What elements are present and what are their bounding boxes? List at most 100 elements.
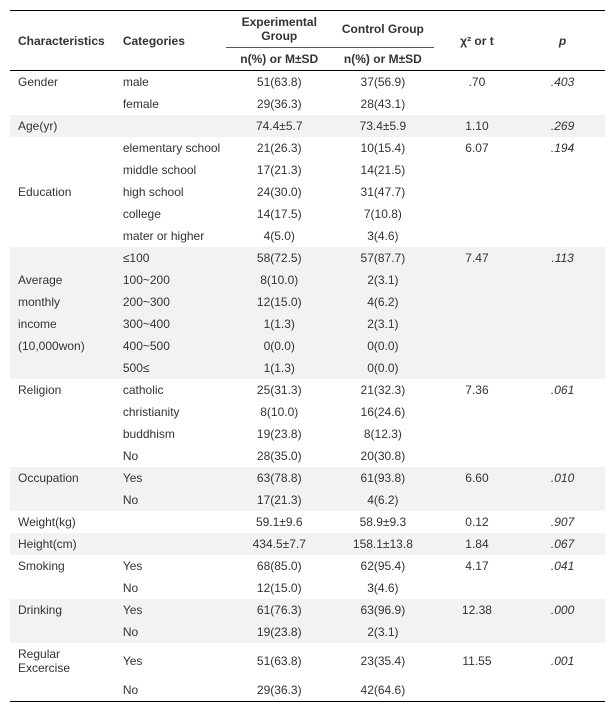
cell-characteristic: Average xyxy=(10,269,117,291)
cell-chi xyxy=(434,269,520,291)
cell-characteristic xyxy=(10,621,117,643)
header-exp-sub: n(%) or M±SD xyxy=(226,48,332,71)
cell-category: 500≤ xyxy=(117,357,227,379)
cell-experimental: 24(30.0) xyxy=(226,181,332,203)
cell-experimental: 51(63.8) xyxy=(226,643,332,679)
cell-category: male xyxy=(117,71,227,94)
cell-experimental: 28(35.0) xyxy=(226,445,332,467)
cell-chi: 7.47 xyxy=(434,247,520,269)
cell-characteristic: Drinking xyxy=(10,599,117,621)
cell-control: 14(21.5) xyxy=(332,159,434,181)
cell-p: .067 xyxy=(520,533,605,555)
cell-characteristic: Religion xyxy=(10,379,117,401)
characteristics-table: Characteristics Categories Experimental … xyxy=(10,10,605,702)
header-p: p xyxy=(520,11,605,71)
cell-chi: 1.10 xyxy=(434,115,520,137)
cell-chi: 7.36 xyxy=(434,379,520,401)
cell-experimental: 8(10.0) xyxy=(226,401,332,423)
cell-control: 10(15.4) xyxy=(332,137,434,159)
cell-chi xyxy=(434,577,520,599)
cell-characteristic: Age(yr) xyxy=(10,115,117,137)
cell-experimental: 19(23.8) xyxy=(226,423,332,445)
cell-control: 0(0.0) xyxy=(332,335,434,357)
cell-p xyxy=(520,423,605,445)
cell-category: 400~500 xyxy=(117,335,227,357)
cell-p xyxy=(520,335,605,357)
cell-characteristic: Gender xyxy=(10,71,117,94)
cell-control: 8(12.3) xyxy=(332,423,434,445)
cell-p: .113 xyxy=(520,247,605,269)
cell-p xyxy=(520,445,605,467)
cell-chi: 6.07 xyxy=(434,137,520,159)
cell-chi xyxy=(434,225,520,247)
cell-experimental: 21(26.3) xyxy=(226,137,332,159)
cell-control: 16(24.6) xyxy=(332,401,434,423)
cell-chi xyxy=(434,679,520,702)
cell-p xyxy=(520,203,605,225)
table-row: Gendermale51(63.8)37(56.9).70.403 xyxy=(10,71,605,94)
cell-category xyxy=(117,511,227,533)
header-categories: Categories xyxy=(117,11,227,71)
table-row: income300~4001(1.3)2(3.1) xyxy=(10,313,605,335)
cell-characteristic: (10,000won) xyxy=(10,335,117,357)
cell-chi xyxy=(434,357,520,379)
cell-experimental: 17(21.3) xyxy=(226,489,332,511)
header-ctrl-group: Control Group xyxy=(332,11,434,48)
cell-control: 37(56.9) xyxy=(332,71,434,94)
cell-category xyxy=(117,533,227,555)
cell-chi xyxy=(434,489,520,511)
cell-category: middle school xyxy=(117,159,227,181)
cell-control: 4(6.2) xyxy=(332,489,434,511)
cell-characteristic xyxy=(10,445,117,467)
cell-chi xyxy=(434,159,520,181)
cell-chi: 4.17 xyxy=(434,555,520,577)
cell-p xyxy=(520,313,605,335)
table-row: Average100~2008(10.0)2(3.1) xyxy=(10,269,605,291)
cell-characteristic: Regular Excercise xyxy=(10,643,117,679)
table-row: middle school17(21.3)14(21.5) xyxy=(10,159,605,181)
cell-control: 3(4.6) xyxy=(332,225,434,247)
cell-characteristic: income xyxy=(10,313,117,335)
cell-experimental: 63(78.8) xyxy=(226,467,332,489)
table-row: christianity8(10.0)16(24.6) xyxy=(10,401,605,423)
cell-category: 100~200 xyxy=(117,269,227,291)
cell-experimental: 1(1.3) xyxy=(226,357,332,379)
cell-experimental: 51(63.8) xyxy=(226,71,332,94)
cell-category: No xyxy=(117,489,227,511)
cell-control: 7(10.8) xyxy=(332,203,434,225)
table-row: (10,000won)400~5000(0.0)0(0.0) xyxy=(10,335,605,357)
table-row: No28(35.0)20(30.8) xyxy=(10,445,605,467)
cell-experimental: 4(5.0) xyxy=(226,225,332,247)
cell-experimental: 58(72.5) xyxy=(226,247,332,269)
cell-p xyxy=(520,225,605,247)
cell-chi: 6.60 xyxy=(434,467,520,489)
cell-control: 2(3.1) xyxy=(332,269,434,291)
cell-control: 58.9±9.3 xyxy=(332,511,434,533)
cell-characteristic xyxy=(10,247,117,269)
table-row: Weight(kg)59.1±9.658.9±9.30.12.907 xyxy=(10,511,605,533)
table-row: OccupationYes63(78.8)61(93.8)6.60.010 xyxy=(10,467,605,489)
cell-characteristic xyxy=(10,489,117,511)
cell-chi: .70 xyxy=(434,71,520,94)
cell-p xyxy=(520,679,605,702)
cell-p: .001 xyxy=(520,643,605,679)
cell-characteristic xyxy=(10,225,117,247)
cell-control: 28(43.1) xyxy=(332,93,434,115)
cell-chi xyxy=(434,181,520,203)
cell-characteristic xyxy=(10,137,117,159)
cell-chi xyxy=(434,423,520,445)
table-row: female29(36.3)28(43.1) xyxy=(10,93,605,115)
cell-control: 158.1±13.8 xyxy=(332,533,434,555)
cell-experimental: 61(76.3) xyxy=(226,599,332,621)
cell-control: 63(96.9) xyxy=(332,599,434,621)
cell-category: 200~300 xyxy=(117,291,227,313)
cell-p: .041 xyxy=(520,555,605,577)
cell-p xyxy=(520,269,605,291)
cell-p xyxy=(520,159,605,181)
cell-p xyxy=(520,577,605,599)
cell-category: Yes xyxy=(117,467,227,489)
cell-control: 62(95.4) xyxy=(332,555,434,577)
cell-chi xyxy=(434,401,520,423)
cell-p: .194 xyxy=(520,137,605,159)
cell-characteristic xyxy=(10,93,117,115)
